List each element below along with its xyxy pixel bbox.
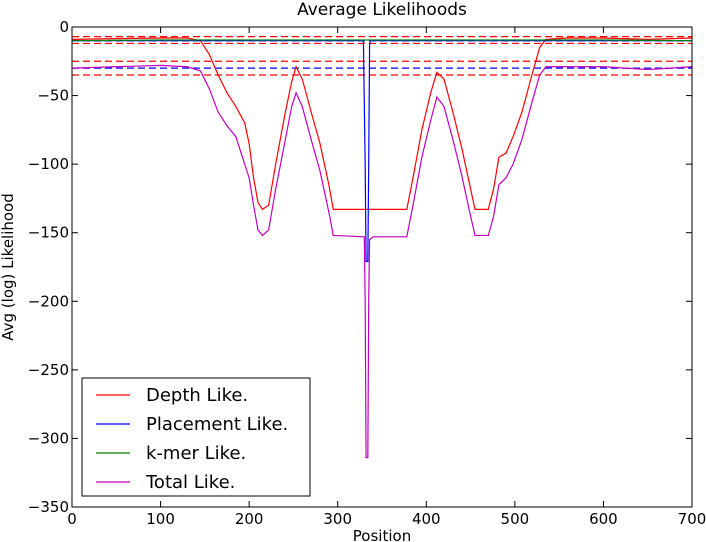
x-tick-label: 100 bbox=[146, 510, 175, 528]
x-axis-label: Position bbox=[353, 527, 411, 542]
x-tick-label: 200 bbox=[235, 510, 264, 528]
legend-box bbox=[81, 377, 311, 497]
x-tick-label: 400 bbox=[412, 510, 441, 528]
legend-label: Placement Like. bbox=[146, 414, 288, 435]
y-tick-label: 0 bbox=[59, 18, 69, 36]
x-tick-label: 500 bbox=[501, 510, 530, 528]
y-tick-label: −100 bbox=[28, 155, 69, 173]
y-tick-label: −350 bbox=[28, 498, 69, 516]
series-line-3 bbox=[71, 39, 693, 42]
y-tick-label: −150 bbox=[28, 224, 69, 242]
plot-frame bbox=[71, 26, 693, 508]
x-tick-label: 700 bbox=[678, 510, 706, 528]
y-tick-label: −250 bbox=[28, 361, 69, 379]
y-tick-label: −200 bbox=[28, 292, 69, 310]
x-tick-label: 300 bbox=[323, 510, 352, 528]
series-line-4 bbox=[71, 64, 693, 459]
legend-label: Total Like. bbox=[145, 472, 235, 493]
legend-label: k-mer Like. bbox=[146, 443, 246, 464]
x-tick-label: 0 bbox=[67, 510, 77, 528]
y-tick-label: −300 bbox=[28, 429, 69, 447]
series-lines bbox=[71, 37, 693, 459]
series-line-2 bbox=[72, 40, 692, 263]
legend-label: Depth Like. bbox=[146, 385, 248, 406]
x-tick-label: 600 bbox=[589, 510, 618, 528]
chart-title: Average Likelihoods bbox=[297, 0, 467, 20]
y-tick-label: −50 bbox=[37, 87, 69, 105]
y-axis-label: Avg (log) Likelihood bbox=[0, 193, 17, 341]
legend: Depth Like. Placement Like. k-mer Like. Tot… bbox=[81, 377, 311, 497]
axis-ticks: 0 100 200 300 400 500 600 700 0 −50 −100 −150 −200 −2… bbox=[28, 18, 706, 528]
